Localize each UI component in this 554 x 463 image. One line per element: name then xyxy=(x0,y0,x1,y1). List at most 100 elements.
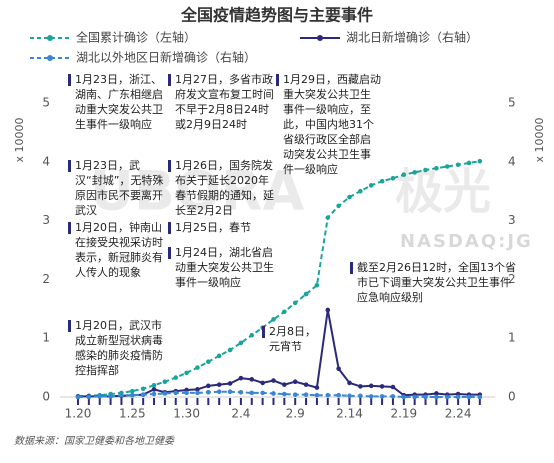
data-point xyxy=(314,282,320,288)
data-point xyxy=(151,387,157,392)
data-point xyxy=(173,375,179,380)
data-point xyxy=(227,347,233,353)
data-point xyxy=(216,389,222,395)
annotation: 1月24日，湖北省启动重大突发公共卫生事件一级响应 xyxy=(168,245,275,290)
data-point xyxy=(412,170,417,175)
annotation: 1月20日，武汉市成立新型冠状病毒感染的肺炎疫情防控指挥部 xyxy=(68,318,167,378)
data-point xyxy=(119,392,124,398)
y2-tick-label: 2 xyxy=(508,272,516,286)
annotation: 1月20日，钟南山在接受央视采访时表示，新冠肺炎有人传人的现象 xyxy=(68,220,167,280)
x-tick-label: 1.30 xyxy=(173,407,200,421)
data-point xyxy=(379,178,385,184)
legend-marker xyxy=(317,35,323,41)
y2-tick-label: 3 xyxy=(508,213,516,227)
data-point xyxy=(325,392,331,398)
data-point xyxy=(151,391,157,397)
data-point xyxy=(401,394,407,400)
data-point xyxy=(390,175,396,181)
data-point xyxy=(379,394,385,399)
data-point xyxy=(336,203,341,209)
legend-label: 湖北日新增确诊（右轴） xyxy=(346,30,478,45)
data-point xyxy=(130,388,135,394)
data-point xyxy=(412,394,417,400)
data-point xyxy=(325,307,331,313)
x-tick-label: 1.25 xyxy=(119,407,146,421)
x-tick-label: 2.24 xyxy=(445,407,472,421)
data-point xyxy=(401,172,407,178)
annotation: 1月27日，多省市政府发文宣布复工时间不早于2月8日24时或2月9日24时 xyxy=(168,72,275,132)
data-point xyxy=(249,390,255,396)
data-point xyxy=(184,370,189,376)
data-point xyxy=(455,162,461,168)
data-point xyxy=(347,194,352,200)
data-point xyxy=(206,383,211,389)
data-point xyxy=(423,394,428,400)
y2-tick-label: 5 xyxy=(508,96,516,110)
data-point xyxy=(336,392,341,398)
y2-tick-label: 1 xyxy=(508,331,516,345)
data-point xyxy=(423,167,428,173)
data-point xyxy=(162,379,168,385)
y-tick-label: 3 xyxy=(42,213,50,227)
data-point xyxy=(271,317,276,322)
data-point xyxy=(434,165,439,171)
data-point xyxy=(195,387,200,392)
data-point xyxy=(347,393,352,399)
watermark: NASDAQ:JG xyxy=(400,231,533,252)
annotation: 1月23日，浙江、湖南、广东相继启动重大突发公共卫生事件一级响应 xyxy=(68,72,167,132)
y-tick-label: 1 xyxy=(42,331,50,345)
data-point xyxy=(271,378,276,383)
legend-marker xyxy=(47,55,53,61)
data-point xyxy=(368,183,374,188)
data-point xyxy=(314,385,320,390)
legend-marker xyxy=(47,35,53,41)
data-point xyxy=(336,366,341,372)
data-point xyxy=(303,291,309,297)
data-point xyxy=(97,394,103,399)
data-point xyxy=(444,164,450,169)
data-point xyxy=(75,394,81,400)
data-point xyxy=(206,389,211,395)
y-tick-label: 5 xyxy=(42,96,50,110)
data-point xyxy=(379,384,385,389)
data-point xyxy=(358,188,363,194)
data-point xyxy=(162,391,168,396)
legend-label: 全国累计确诊（左轴） xyxy=(76,30,196,45)
x-tick-label: 2.4 xyxy=(231,407,250,421)
data-point xyxy=(86,394,92,400)
data-point xyxy=(249,332,255,338)
data-point xyxy=(368,383,374,389)
data-point xyxy=(466,394,472,400)
x-tick-label: 2.9 xyxy=(286,407,305,421)
annotation: 2月8日，元宵节 xyxy=(262,324,325,354)
data-point xyxy=(368,394,374,399)
data-point xyxy=(282,309,287,315)
data-point xyxy=(390,394,396,399)
annotation: 1月29日，西藏启动重大突发公共卫生事件一级响应，至此，中国内地31个省级行政区… xyxy=(276,72,381,177)
data-point xyxy=(347,380,352,386)
data-point xyxy=(282,382,287,387)
data-point xyxy=(238,389,244,395)
data-point xyxy=(292,392,298,397)
x-tick-label: 2.14 xyxy=(336,407,363,421)
x-tick-label: 2.19 xyxy=(390,407,417,421)
data-point xyxy=(227,381,233,386)
y-tick-label: 2 xyxy=(42,272,50,286)
data-point xyxy=(358,393,363,399)
data-point xyxy=(260,390,265,396)
data-point xyxy=(390,384,396,390)
annotation: 截至2月26日12时，全国13个省市已下调重大突发公共卫生事件应急响应级别 xyxy=(350,260,517,305)
annotation: 1月26日，国务院发布关于延长2020年春节假期的通知，延长至2月2日 xyxy=(168,158,275,218)
data-point xyxy=(303,382,309,387)
data-point xyxy=(260,380,265,386)
data-point xyxy=(216,382,222,387)
data-point xyxy=(292,300,298,306)
data-point xyxy=(108,394,113,399)
data-point xyxy=(151,382,157,388)
source: 数据来源：国家卫健委和各地卫健委 xyxy=(14,436,174,447)
data-point xyxy=(195,365,200,370)
watermark: UBORA xyxy=(90,160,304,223)
data-point xyxy=(140,386,146,392)
